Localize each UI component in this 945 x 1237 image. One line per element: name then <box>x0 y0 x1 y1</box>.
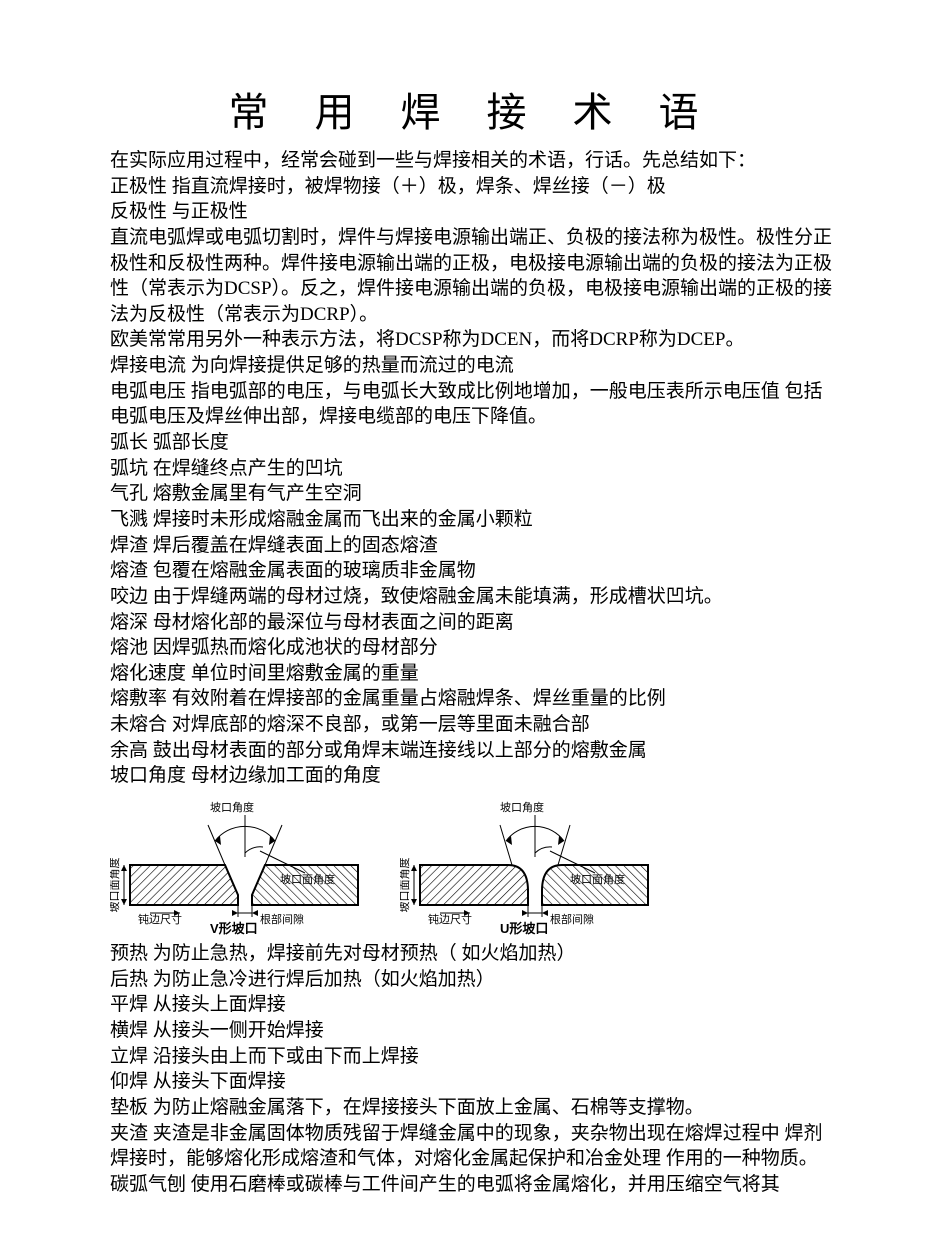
diagram-side-label: 坡口面角度 <box>110 858 121 913</box>
diagram-caption: V形坡口 <box>210 921 258 935</box>
paragraph: 熔深 母材熔化部的最深位与母材表面之间的距离 <box>110 610 835 636</box>
paragraph: 咬边 由于焊缝两端的母材过烧，致使熔融金属未能填满，形成槽状凹坑。 <box>110 584 835 610</box>
diagram-face-label: 坡口面角度 <box>280 872 335 886</box>
paragraph: 弧坑 在焊缝终点产生的凹坑 <box>110 456 835 482</box>
groove-diagrams: 坡口面角度 坡口角度 坡口面角度 根部间隙 钝边尺寸 V形坡口 <box>110 795 835 935</box>
paragraph: 熔池 因焊弧热而熔化成池状的母材部分 <box>110 635 835 661</box>
paragraph: 焊渣 焊后覆盖在焊缝表面上的固态熔渣 <box>110 533 835 559</box>
u-groove-diagram: 坡口面角度 坡口角度 坡口面角度 根部间隙 钝边尺寸 U形坡口 <box>400 795 660 935</box>
diagram-root-gap-label: 根部间隙 <box>550 912 594 926</box>
paragraph: 在实际应用过程中，经常会碰到一些与焊接相关的术语，行话。先总结如下： <box>110 148 835 174</box>
paragraph: 夹渣 夹渣是非金属固体物质残留于焊缝金属中的现象，夹杂物出现在熔焊过程中 焊剂 … <box>110 1121 835 1172</box>
paragraph: 气孔 熔敷金属里有气产生空洞 <box>110 481 835 507</box>
paragraph: 电弧电压 指电弧部的电压，与电弧长大致成比例地增加，一般电压表所示电压值 包括电… <box>110 379 835 430</box>
paragraph: 立焊 沿接头由上而下或由下而上焊接 <box>110 1044 835 1070</box>
diagram-face-label: 坡口面角度 <box>570 872 625 886</box>
document-page: 常 用 焊 接 术 语 在实际应用过程中，经常会碰到一些与焊接相关的术语，行话。… <box>0 0 945 1237</box>
paragraph: 预热 为防止急热，焊接前先对母材预热（ 如火焰加热） <box>110 941 835 967</box>
diagram-top-label: 坡口角度 <box>500 800 544 814</box>
paragraph: 正极性 指直流焊接时，被焊物接（＋）极，焊条、焊丝接（－）极 <box>110 174 835 200</box>
page-title: 常 用 焊 接 术 语 <box>110 80 835 138</box>
paragraph: 熔化速度 单位时间里熔敷金属的重量 <box>110 661 835 687</box>
paragraph: 平焊 从接头上面焊接 <box>110 992 835 1018</box>
paragraph: 熔敷率 有效附着在焊接部的金属重量占熔融焊条、焊丝重量的比例 <box>110 686 835 712</box>
paragraph: 碳弧气刨 使用石磨棒或碳棒与工件间产生的电弧将金属熔化，并用压缩空气将其 <box>110 1172 835 1198</box>
paragraph: 反极性 与正极性 <box>110 199 835 225</box>
v-groove-diagram: 坡口面角度 坡口角度 坡口面角度 根部间隙 钝边尺寸 V形坡口 <box>110 795 370 935</box>
paragraph: 焊接电流 为向焊接提供足够的热量而流过的电流 <box>110 353 835 379</box>
paragraph: 欧美常常用另外一种表示方法，将DCSP称为DCEN，而将DCRP称为DCEP。 <box>110 327 835 353</box>
paragraph: 仰焊 从接头下面焊接 <box>110 1069 835 1095</box>
paragraph: 直流电弧焊或电弧切割时，焊件与焊接电源输出端正、负极的接法称为极性。极性分正极性… <box>110 225 835 328</box>
paragraph: 熔渣 包覆在熔融金属表面的玻璃质非金属物 <box>110 558 835 584</box>
diagram-land-label: 钝边尺寸 <box>428 912 472 926</box>
diagram-side-label: 坡口面角度 <box>400 858 411 913</box>
body-text-block-1: 在实际应用过程中，经常会碰到一些与焊接相关的术语，行话。先总结如下： 正极性 指… <box>110 148 835 789</box>
diagram-caption: U形坡口 <box>500 921 548 935</box>
paragraph: 后热 为防止急冷进行焊后加热（如火焰加热） <box>110 967 835 993</box>
diagram-land-label: 钝边尺寸 <box>138 912 182 926</box>
paragraph: 坡口角度 母材边缘加工面的角度 <box>110 763 835 789</box>
paragraph: 未熔合 对焊底部的熔深不良部，或第一层等里面未融合部 <box>110 712 835 738</box>
paragraph: 余高 鼓出母材表面的部分或角焊末端连接线以上部分的熔敷金属 <box>110 738 835 764</box>
diagram-root-gap-label: 根部间隙 <box>260 912 304 926</box>
diagram-top-label: 坡口角度 <box>210 800 254 814</box>
body-text-block-2: 预热 为防止急热，焊接前先对母材预热（ 如火焰加热） 后热 为防止急冷进行焊后加… <box>110 941 835 1197</box>
paragraph: 垫板 为防止熔融金属落下，在焊接接头下面放上金属、石棉等支撑物。 <box>110 1095 835 1121</box>
paragraph: 飞溅 焊接时未形成熔融金属而飞出来的金属小颗粒 <box>110 507 835 533</box>
paragraph: 弧长 弧部长度 <box>110 430 835 456</box>
paragraph: 横焊 从接头一侧开始焊接 <box>110 1018 835 1044</box>
